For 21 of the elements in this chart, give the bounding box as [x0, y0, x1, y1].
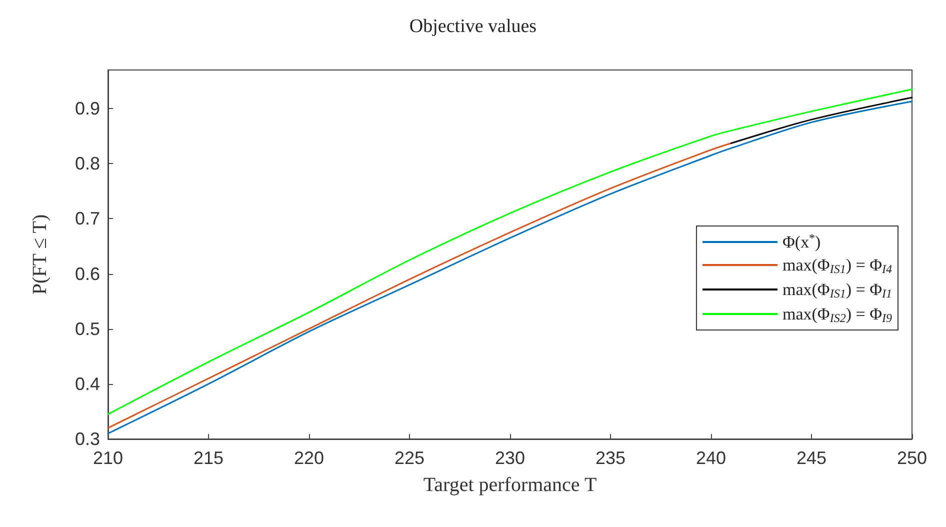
x-tick-label: 250: [896, 448, 928, 468]
y-axis-title: P(FT ≤ T): [29, 214, 51, 295]
x-tick-label: 210: [92, 448, 124, 468]
y-tick-label: 0.7: [74, 208, 100, 229]
x-tick-label: 215: [193, 448, 224, 468]
x-tick-label: 225: [394, 448, 425, 468]
x-tick-label: 245: [796, 448, 827, 468]
y-tick-label: 0.5: [74, 318, 100, 339]
y-tick-label: 0.6: [74, 264, 100, 284]
y-tick-label: 0.4: [74, 374, 100, 394]
chart-title: Objective values: [409, 16, 537, 37]
x-tick-label: 230: [494, 448, 526, 468]
x-tick-label: 240: [696, 448, 726, 468]
x-tick-label: 220: [294, 448, 324, 468]
y-tick-label: 0.8: [74, 154, 100, 174]
y-tick-label: 0.9: [74, 98, 100, 119]
x-axis-title: Target performance T: [423, 474, 597, 496]
line-series: [107, 142, 732, 429]
legend-label: Φ(x*): [782, 231, 821, 252]
y-tick-label: 0.3: [74, 429, 100, 449]
x-tick-label: 235: [595, 448, 626, 468]
